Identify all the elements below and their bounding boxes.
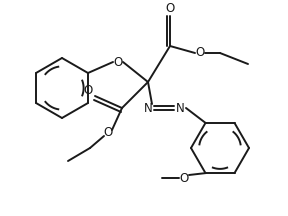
Text: O: O bbox=[165, 3, 175, 16]
Text: O: O bbox=[103, 125, 113, 138]
Text: N: N bbox=[144, 102, 152, 114]
Text: N: N bbox=[176, 102, 184, 114]
Text: O: O bbox=[195, 46, 205, 59]
Text: O: O bbox=[83, 84, 93, 97]
Text: O: O bbox=[179, 172, 189, 184]
Text: O: O bbox=[113, 56, 123, 68]
